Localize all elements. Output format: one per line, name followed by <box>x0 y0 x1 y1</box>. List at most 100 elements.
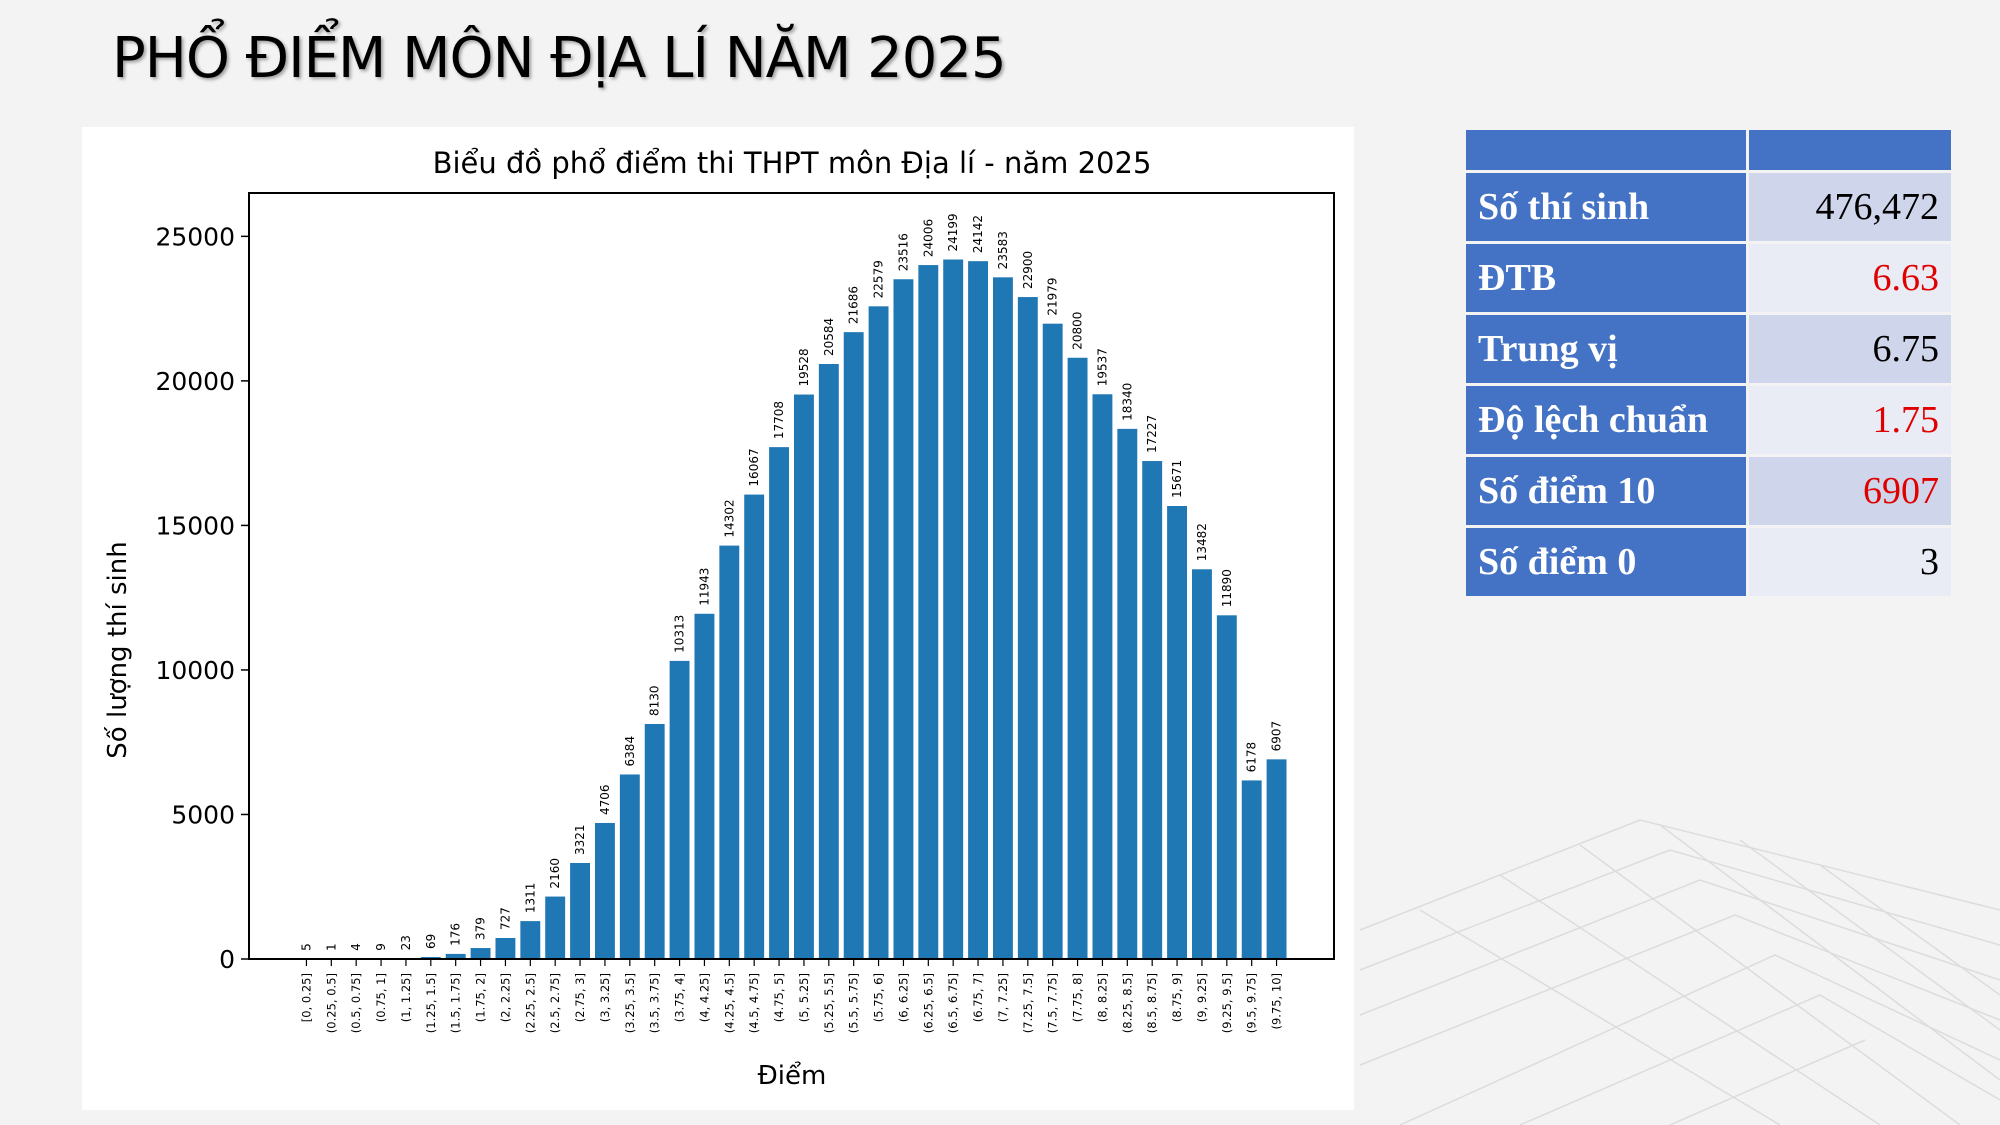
bar <box>968 261 989 959</box>
bar <box>594 822 615 959</box>
stats-row-mean: ĐTB 6.63 <box>1466 244 1951 312</box>
bar <box>1017 297 1038 959</box>
bar-value-label: 176 <box>449 923 463 946</box>
bar <box>1042 323 1063 959</box>
bar <box>1216 615 1237 959</box>
bar <box>445 953 466 959</box>
stat-value: 1.75 <box>1749 386 1951 454</box>
bar <box>644 723 665 959</box>
bar <box>843 332 864 959</box>
stat-value: 6.75 <box>1749 315 1951 383</box>
bar-value-label: 6178 <box>1245 742 1259 773</box>
bar <box>470 948 491 959</box>
bar-value-label: 4706 <box>598 784 612 815</box>
y-tick-label: 25000 <box>155 222 235 251</box>
bar <box>719 545 740 959</box>
x-tick-label: (5, 5.25] <box>797 973 811 1022</box>
bar <box>495 937 516 959</box>
bar <box>818 364 839 960</box>
bar-value-label: 23516 <box>896 233 910 271</box>
y-tick-label: 0 <box>219 945 235 974</box>
x-tick-label: (7, 7.25] <box>996 973 1010 1022</box>
x-tick-label: (8.5, 8.75] <box>1145 973 1159 1033</box>
x-tick-label: (8, 8.25] <box>1095 973 1109 1022</box>
x-tick-label: (6.75, 7] <box>971 973 985 1022</box>
x-tick-label: (3.75, 4] <box>673 973 687 1022</box>
x-tick-label: (8.25, 8.5] <box>1120 973 1134 1033</box>
x-tick-label: (3, 3.25] <box>598 973 612 1022</box>
stats-header-value-cell <box>1749 130 1951 170</box>
bar <box>918 265 939 959</box>
bar-value-label: 727 <box>498 907 512 930</box>
bar-value-label: 10313 <box>673 615 687 653</box>
bar <box>520 921 541 959</box>
bar-value-labels: 5 1 4 9 23 69 176 379 727 1311 2160 3321 4706 6384 813… <box>299 213 1283 951</box>
bar-value-label: 69 <box>424 934 438 949</box>
bar <box>868 306 889 959</box>
bar-value-label: 24006 <box>921 219 935 257</box>
stat-value: 6907 <box>1749 457 1951 525</box>
bar <box>992 277 1013 959</box>
bar <box>1191 569 1212 959</box>
bar <box>1092 394 1113 959</box>
bar <box>570 863 591 959</box>
bar <box>669 660 690 959</box>
bar-value-label: 1311 <box>523 883 537 914</box>
bar-value-label: 18340 <box>1120 383 1134 421</box>
bar <box>1067 357 1088 959</box>
stat-label: Trung vị <box>1466 315 1746 383</box>
bar <box>769 447 790 959</box>
bar-value-label: 24199 <box>946 213 960 251</box>
stats-header-label-cell <box>1466 130 1746 170</box>
x-tick-label: (7.75, 8] <box>1071 973 1085 1022</box>
stats-table: Số thí sinh 476,472 ĐTB 6.63 Trung vị 6.… <box>1463 127 1954 599</box>
x-tick-label: (6, 6.25] <box>896 973 910 1022</box>
bar-value-label: 22579 <box>872 260 886 298</box>
x-tick-label: (9.75, 10] <box>1270 973 1284 1030</box>
x-tick-label: (2, 2.25] <box>498 973 512 1022</box>
chart-title: Biểu đồ phổ điểm thi THPT môn Địa lí - n… <box>433 146 1152 180</box>
bar-value-label: 3321 <box>573 824 587 855</box>
bar-value-label: 14302 <box>722 499 736 537</box>
x-tick-label: (1.75, 2] <box>474 973 488 1022</box>
x-axis-label: Điểm <box>758 1060 827 1091</box>
background-grid-decoration <box>1359 819 2000 1125</box>
x-tick-label: (3.5, 3.75] <box>648 973 662 1033</box>
bar-value-label: 23583 <box>996 231 1010 269</box>
x-tick-label: (4.5, 4.75] <box>747 973 761 1033</box>
bar <box>619 774 640 959</box>
x-tick-label: (3.25, 3.5] <box>623 973 637 1033</box>
bar-value-label: 20800 <box>1071 312 1085 350</box>
x-tick-label: [0, 0.25] <box>299 973 313 1022</box>
x-tick-label: (7.25, 7.5] <box>1021 973 1035 1033</box>
x-tick-label: (1.5, 1.75] <box>449 973 463 1033</box>
x-tick-label: (4.25, 4.5] <box>722 973 736 1033</box>
x-tick-label: (5.25, 5.5] <box>822 973 836 1033</box>
y-tick-label: 15000 <box>155 511 235 540</box>
bar-value-label: 21686 <box>847 286 861 324</box>
y-tick-label: 10000 <box>155 656 235 685</box>
x-tick-label: (5.75, 6] <box>872 973 886 1022</box>
x-tick-label: (0.25, 0.5] <box>324 973 338 1033</box>
stats-table-header <box>1466 130 1951 170</box>
bar-value-label: 24142 <box>971 215 985 253</box>
bar-value-label: 23 <box>399 935 413 950</box>
y-axis-label: Số lượng thí sinh <box>103 541 133 758</box>
bar-value-label: 8130 <box>648 685 662 716</box>
x-tick-label: (1.25, 1.5] <box>424 973 438 1033</box>
x-tick-label: (9.25, 9.5] <box>1220 973 1234 1033</box>
bar <box>893 279 914 959</box>
bar-value-label: 19528 <box>797 348 811 386</box>
stat-label: Số thí sinh <box>1466 173 1746 241</box>
histogram-chart-panel: Biểu đồ phổ điểm thi THPT môn Địa lí - n… <box>82 127 1354 1110</box>
y-tick-label: 5000 <box>171 800 235 829</box>
bar-value-label: 5 <box>299 943 313 951</box>
bar-value-label: 1 <box>324 943 338 951</box>
bar-value-label: 17227 <box>1145 415 1159 453</box>
x-tick-label: (0.75, 1] <box>374 973 388 1022</box>
bar <box>1142 461 1163 959</box>
bar <box>1266 759 1287 959</box>
bar-value-label: 6384 <box>623 736 637 767</box>
stat-label: Số điểm 0 <box>1466 528 1746 596</box>
stat-label: Số điểm 10 <box>1466 457 1746 525</box>
